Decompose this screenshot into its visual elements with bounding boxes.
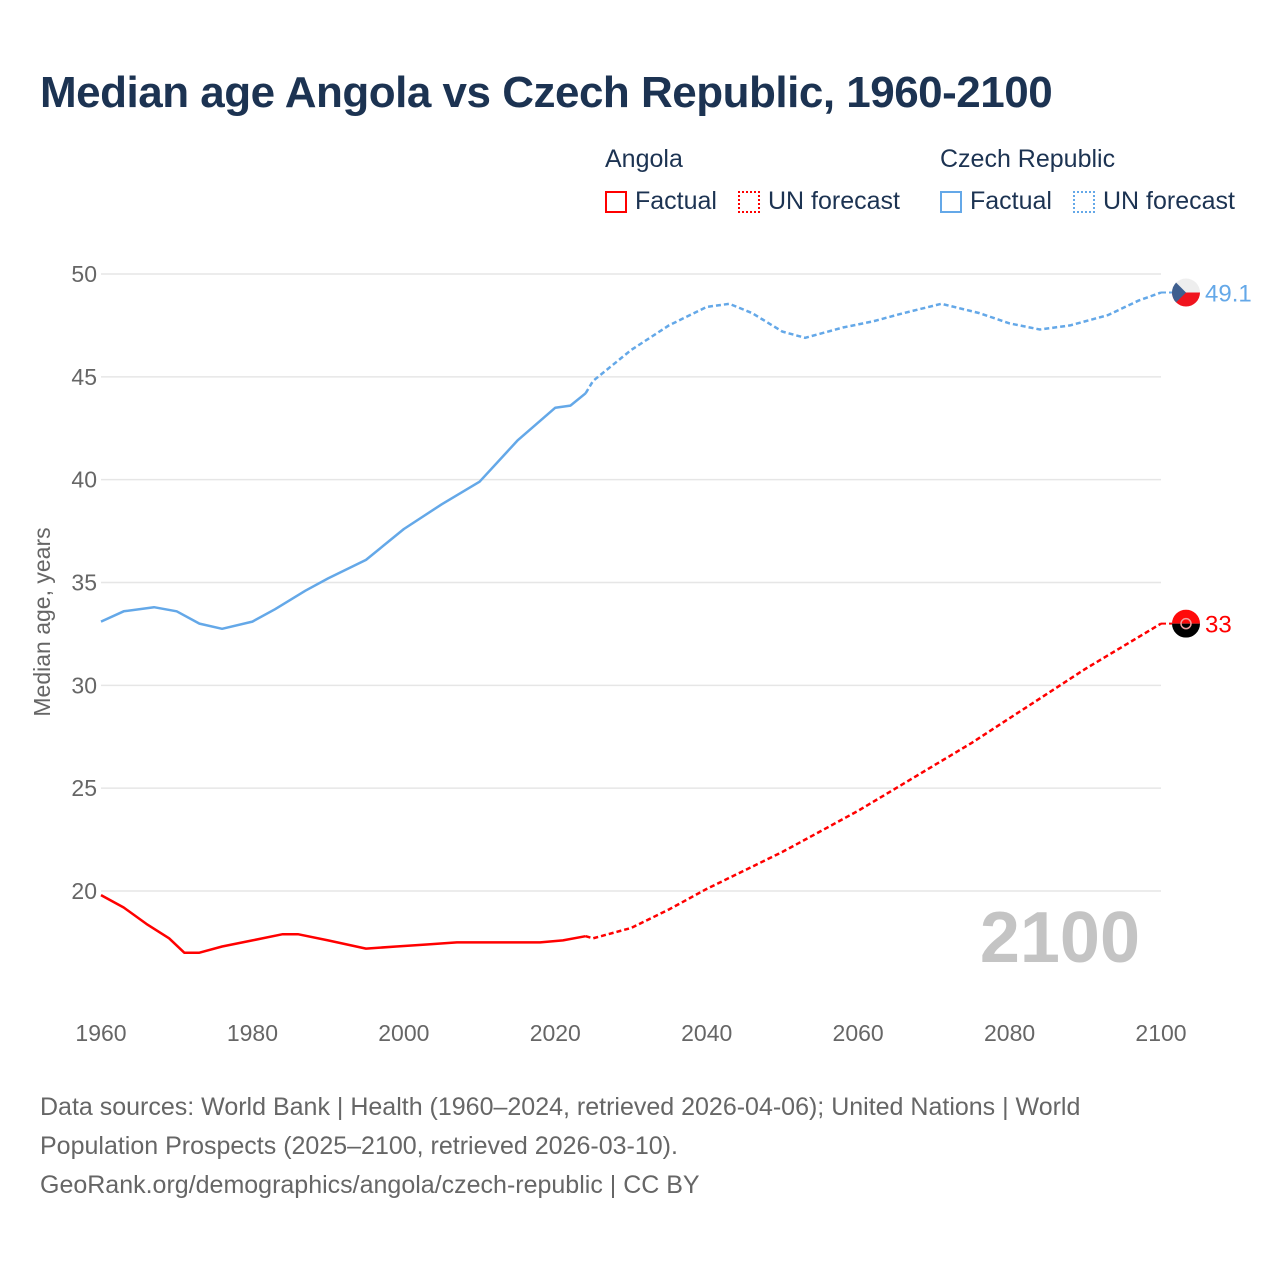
legend-group-angola: Angola: [605, 145, 683, 173]
czech-republic-flag-icon: [1172, 278, 1200, 307]
chart-title: Median age Angola vs Czech Republic, 196…: [40, 68, 1053, 117]
y-tick-label: 25: [71, 775, 97, 801]
legend-swatch-solid: [605, 190, 627, 213]
y-tick-label: 50: [71, 261, 97, 287]
legend-czech-forecast[interactable]: UN forecast: [1073, 187, 1235, 216]
footer: Data sources: World Bank | Health (1960–…: [40, 1088, 1240, 1205]
czech-republic-factual-line: [100, 392, 587, 631]
angola-flag-icon: [1172, 609, 1200, 638]
legend-angola-factual[interactable]: Factual: [605, 187, 717, 216]
plot-area: 20 25 30 35 40 45 50 1960 1980 2000 2020 2040 2060 20…: [29, 261, 1252, 1046]
y-tick-label: 45: [71, 364, 97, 390]
x-tick-label: 2060: [833, 1020, 884, 1046]
y-tick-label: 35: [71, 570, 97, 596]
attribution-link[interactable]: GeoRank.org/demographics/angola/czech-re…: [40, 1171, 700, 1199]
legend-label: Factual: [970, 187, 1052, 215]
x-tick-label: 2100: [1135, 1020, 1186, 1046]
y-tick-label: 40: [71, 467, 97, 493]
x-tick-label: 2040: [681, 1020, 732, 1046]
y-axis-label: Median age, years: [29, 527, 55, 716]
legend-label: Factual: [635, 187, 717, 215]
year-watermark: 2100: [980, 898, 1140, 978]
y-tick-label: 30: [71, 672, 97, 698]
czech-republic-end-value: 49.1: [1205, 281, 1252, 308]
source-line-2: Population Prospects (2025–2100, retriev…: [40, 1132, 678, 1160]
legend-label: UN forecast: [768, 187, 900, 215]
angola-end-value: 33: [1205, 612, 1232, 639]
x-tick-label: 1960: [75, 1020, 126, 1046]
legend-czech-factual[interactable]: Factual: [940, 187, 1052, 216]
legend-swatch-solid: [940, 190, 962, 213]
x-tick-label: 1980: [227, 1020, 278, 1046]
legend-group-czech: Czech Republic: [940, 145, 1116, 173]
legend-swatch-dotted: [738, 190, 760, 213]
angola-forecast-line: [585, 622, 1162, 940]
angola-factual-line: [100, 894, 586, 954]
x-tick-label: 2080: [984, 1020, 1035, 1046]
y-tick-label: 20: [71, 878, 97, 904]
legend-angola-forecast[interactable]: UN forecast: [738, 187, 900, 216]
x-tick-label: 2000: [378, 1020, 429, 1046]
x-tick-label: 2020: [530, 1020, 581, 1046]
legend-swatch-dotted: [1073, 190, 1095, 213]
source-line-1: Data sources: World Bank | Health (1960–…: [40, 1093, 1081, 1121]
legend-label: UN forecast: [1103, 187, 1235, 215]
czech-republic-forecast-line: [584, 291, 1162, 394]
